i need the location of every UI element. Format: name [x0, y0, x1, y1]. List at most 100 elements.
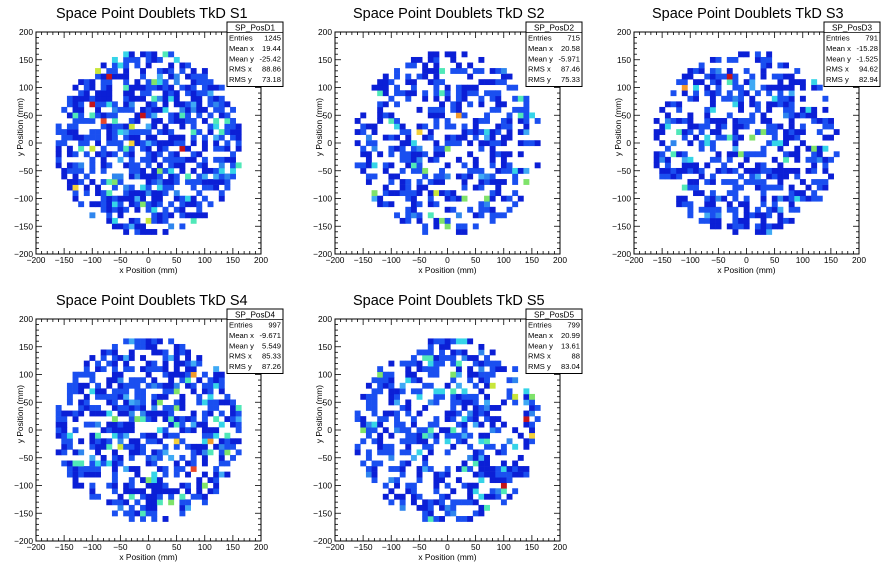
histogram-bin [365, 134, 372, 141]
histogram-bin [693, 184, 699, 191]
histogram-bin [738, 84, 744, 91]
histogram-bin [100, 410, 107, 417]
histogram-bin [489, 206, 496, 213]
histogram-bin [377, 201, 384, 208]
histogram-bin [111, 123, 118, 130]
histogram-bin [156, 477, 163, 484]
histogram-bin [788, 112, 795, 119]
histogram-bin [416, 366, 423, 373]
histogram-bin [123, 223, 130, 230]
histogram-bin [659, 151, 666, 158]
histogram-bin [111, 510, 118, 517]
histogram-bin [732, 229, 739, 235]
stats-value: 75.33 [561, 75, 580, 84]
histogram-bin [106, 349, 113, 356]
histogram-bin [444, 118, 451, 124]
histogram-bin [106, 123, 113, 130]
histogram-bin [140, 388, 146, 395]
histogram-bin [106, 438, 113, 445]
histogram-bin [693, 95, 699, 102]
histogram-bin [489, 106, 496, 113]
histogram-bin [201, 449, 208, 456]
histogram-bin [500, 140, 507, 147]
stats-value: 799 [567, 321, 580, 330]
histogram-bin [179, 493, 186, 500]
histogram-bin [145, 90, 152, 97]
histogram-bin [394, 393, 400, 400]
histogram-bin [111, 432, 118, 439]
histogram-bin [659, 156, 666, 163]
histogram-bin [179, 68, 186, 74]
histogram-bin [168, 499, 175, 506]
y-tick-label: 100 [318, 83, 332, 93]
histogram-bin [805, 112, 812, 119]
histogram-bin [676, 173, 683, 180]
histogram-bin [168, 112, 175, 119]
histogram-bin [732, 223, 739, 230]
histogram-bin [439, 393, 445, 400]
histogram-bin [134, 382, 141, 389]
y-tick-label: 0 [327, 138, 332, 148]
histogram-bin [128, 377, 135, 384]
histogram-bin [377, 382, 384, 389]
histogram-bin [78, 482, 85, 489]
histogram-bin [89, 212, 96, 219]
histogram-bin [185, 427, 191, 434]
y-tick-label: 0 [327, 425, 332, 435]
histogram-bin [66, 112, 73, 119]
histogram-bin [128, 466, 135, 472]
histogram-bin [766, 173, 773, 180]
histogram-bin [472, 371, 479, 378]
histogram-bin [681, 162, 688, 169]
histogram-bin [754, 184, 761, 191]
histogram-bin [687, 201, 694, 208]
histogram-bin [704, 217, 711, 224]
histogram-bin [134, 140, 141, 147]
histogram-bin [455, 432, 462, 439]
histogram-bin [185, 106, 191, 113]
histogram-bin [371, 377, 378, 384]
histogram-bin [106, 201, 113, 208]
histogram-bin [151, 454, 158, 461]
x-tick-label: 50 [172, 255, 182, 265]
histogram-bin [461, 416, 468, 422]
histogram-bin [433, 73, 440, 80]
histogram-bin [738, 201, 744, 208]
stats-value: 83.04 [561, 362, 580, 371]
histogram-bin [489, 212, 496, 219]
histogram-bin [145, 206, 152, 213]
histogram-bin [134, 118, 141, 124]
histogram-bin [201, 443, 208, 450]
histogram-bin [427, 349, 434, 356]
histogram-bin [185, 443, 191, 450]
histogram-bin [83, 84, 90, 91]
histogram-bin [140, 477, 146, 484]
histogram-bin [726, 167, 733, 174]
histogram-bin [766, 212, 773, 219]
histogram-bin [472, 421, 479, 428]
histogram-bin [721, 95, 728, 102]
histogram-bin [405, 405, 412, 411]
histogram-bin [123, 405, 130, 411]
histogram-bin [461, 184, 468, 191]
histogram-bin [196, 355, 203, 361]
histogram-bin [534, 162, 541, 169]
histogram-bin [173, 79, 180, 86]
histogram-bin [156, 106, 163, 113]
histogram-bin [433, 355, 440, 361]
histogram-bin [168, 129, 175, 135]
histogram-bin [185, 195, 191, 202]
histogram-bin [140, 366, 146, 373]
histogram-bin [218, 106, 225, 113]
histogram-bin [365, 382, 372, 389]
histogram-bin [72, 123, 79, 130]
histogram-bin [422, 68, 429, 74]
x-tick-label: 0 [146, 542, 151, 552]
histogram-bin [230, 151, 236, 158]
histogram-bin [512, 167, 519, 174]
histogram-bin [489, 173, 496, 180]
histogram-bin [207, 477, 214, 484]
histogram-bin [738, 151, 744, 158]
histogram-bin [811, 167, 818, 174]
